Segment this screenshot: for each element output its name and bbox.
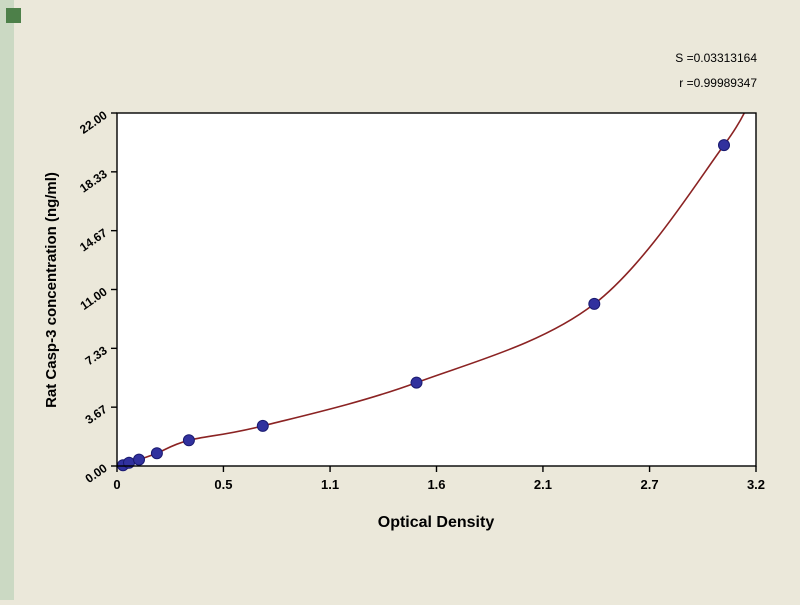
y-tick-label: 18.33 [77, 167, 110, 196]
y-tick-label: 0.00 [83, 461, 110, 486]
x-tick-label: 1.1 [321, 477, 339, 492]
x-axis-label: Optical Density [378, 514, 495, 531]
y-tick-label: 22.00 [77, 108, 110, 137]
y-tick-label: 7.33 [83, 343, 110, 368]
stat-s-value: S =0.03313164 [675, 51, 757, 65]
data-point [588, 297, 601, 310]
y-axis-label: Rat Casp-3 concentration (ng/ml) [43, 172, 60, 408]
plot-area [117, 113, 756, 466]
x-tick-label: 2.1 [534, 477, 552, 492]
x-tick-label: 3.2 [747, 477, 765, 492]
x-axis-ticks: 0 0.5 1.1 1.6 2.1 2.7 3.2 [113, 466, 765, 492]
y-tick-label: 14.67 [77, 225, 110, 254]
corner-green-square [6, 8, 21, 23]
left-green-strip [0, 0, 14, 600]
data-point [718, 139, 730, 152]
stat-r-value: r =0.99989347 [679, 76, 757, 90]
y-tick-label: 11.00 [78, 284, 110, 312]
data-point [133, 453, 145, 466]
data-point [256, 419, 269, 432]
data-point [150, 447, 163, 460]
y-axis-ticks: 0.00 3.67 7.33 11.00 14.67 18.33 22.00 [77, 108, 117, 486]
x-tick-label: 0.5 [214, 477, 232, 492]
x-tick-label: 1.6 [427, 477, 445, 492]
data-point [182, 434, 195, 447]
data-point [410, 376, 423, 389]
x-tick-label: 2.7 [641, 477, 659, 492]
x-tick-label: 0 [113, 477, 120, 492]
y-tick-label: 3.67 [83, 402, 110, 427]
